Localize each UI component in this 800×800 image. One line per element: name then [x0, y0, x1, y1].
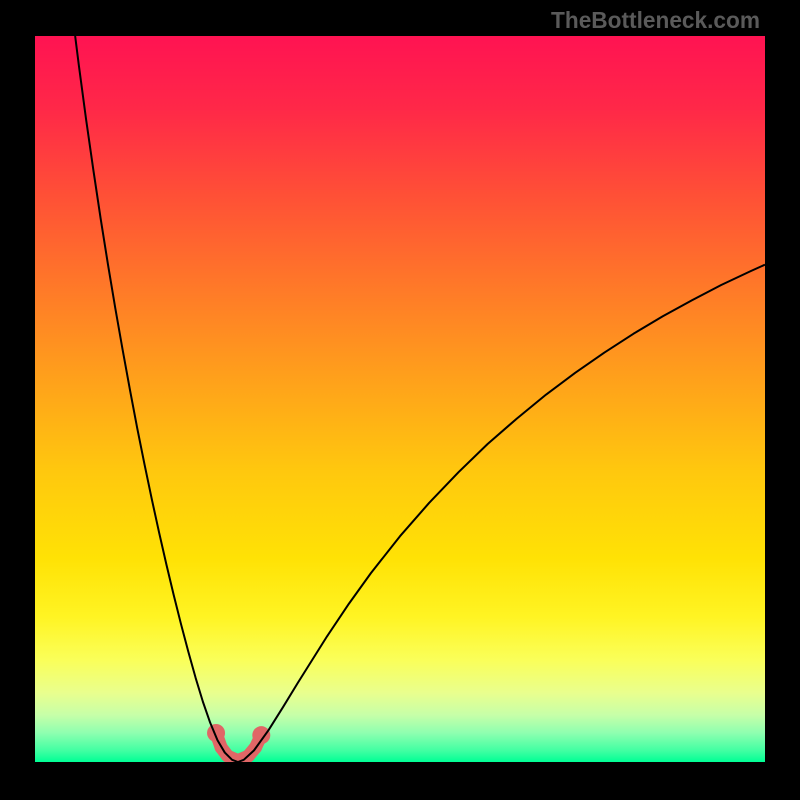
watermark-label: TheBottleneck.com: [551, 7, 760, 33]
bottleneck-curve-chart: TheBottleneck.com: [0, 0, 800, 800]
heatmap-gradient-background: [35, 36, 765, 762]
chart-stage: TheBottleneck.com: [0, 0, 800, 800]
